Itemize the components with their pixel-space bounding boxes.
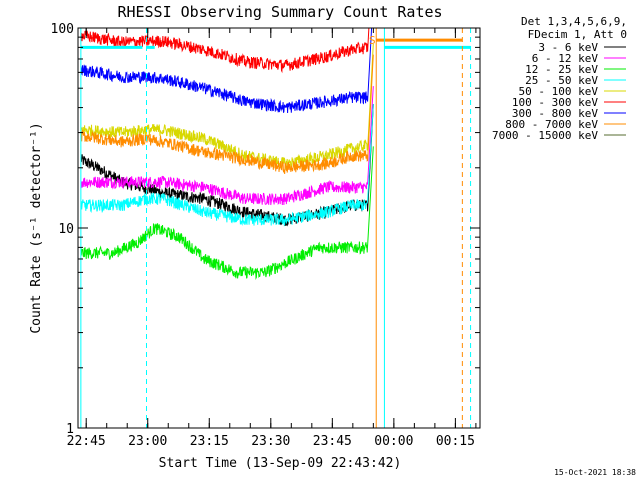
series-line: [80, 28, 373, 114]
series-line: [80, 146, 374, 280]
x-tick-label: 23:45: [313, 434, 352, 449]
series-line: [80, 43, 374, 170]
y-axis-label: Count Rate (s⁻¹ detector⁻¹): [29, 122, 44, 333]
legend-label: 6 - 12 keV: [532, 52, 599, 65]
legend-label: 12 - 25 keV: [525, 63, 598, 76]
x-axis-label: Start Time (13-Sep-09 22:43:42): [159, 456, 402, 471]
chart-title: RHESSI Observing Summary Count Rates: [117, 3, 442, 21]
plot-frame: [77, 27, 481, 429]
legend-label: 800 - 7000 keV: [505, 118, 598, 131]
legend-header-2: FDecim 1, Att 0: [528, 28, 627, 41]
x-tick-label: 23:30: [251, 434, 290, 449]
legend-label: 100 - 300 keV: [512, 96, 598, 109]
legend-header-1: Det 1,3,4,5,6,9,: [521, 15, 627, 28]
series-line: [80, 54, 374, 174]
x-tick-label: 00:15: [436, 434, 475, 449]
legend-label: 300 - 800 keV: [512, 107, 598, 120]
y-tick-label: 100: [51, 22, 74, 37]
legend-label: 3 - 6 keV: [538, 41, 598, 54]
annotation-s: S: [369, 34, 376, 47]
x-tick-label: 23:15: [190, 434, 229, 449]
legend-label: 50 - 100 keV: [519, 85, 599, 98]
series-line: [80, 104, 374, 227]
x-tick-label: 23:00: [128, 434, 167, 449]
footer-date: 15-Oct-2021 18:38: [554, 468, 636, 477]
series-line: [80, 86, 374, 206]
x-tick-label: 00:00: [374, 434, 413, 449]
y-tick-label: 10: [58, 222, 74, 237]
legend-label: 25 - 50 keV: [525, 74, 598, 87]
y-tick-label: 1: [66, 422, 74, 437]
legend-label: 7000 - 15000 keV: [492, 129, 598, 142]
series-line: [80, 28, 370, 74]
x-tick-label: 22:45: [67, 434, 106, 449]
